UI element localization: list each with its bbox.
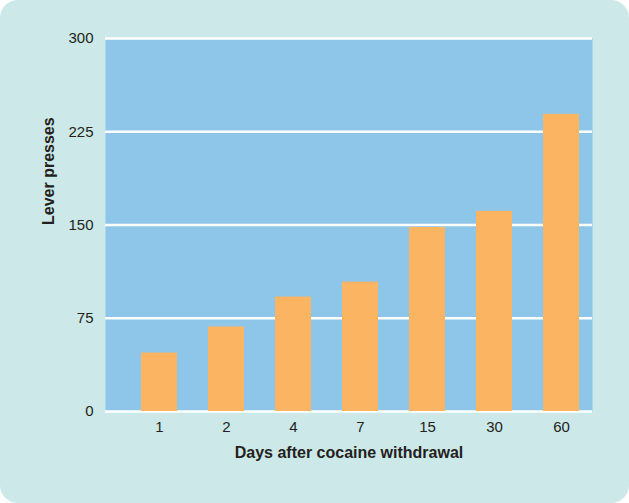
svg-text:30: 30 [486, 418, 503, 435]
svg-text:225: 225 [68, 123, 93, 140]
svg-text:1: 1 [155, 418, 163, 435]
svg-text:Days after cocaine withdrawal: Days after cocaine withdrawal [235, 444, 464, 461]
svg-text:Lever presses: Lever presses [40, 117, 57, 225]
svg-text:7: 7 [356, 418, 364, 435]
svg-text:15: 15 [419, 418, 436, 435]
svg-text:60: 60 [553, 418, 570, 435]
svg-text:75: 75 [77, 309, 94, 326]
svg-text:4: 4 [289, 418, 297, 435]
svg-text:150: 150 [68, 216, 93, 233]
svg-text:2: 2 [222, 418, 230, 435]
svg-text:0: 0 [85, 402, 93, 419]
svg-text:300: 300 [68, 29, 93, 46]
